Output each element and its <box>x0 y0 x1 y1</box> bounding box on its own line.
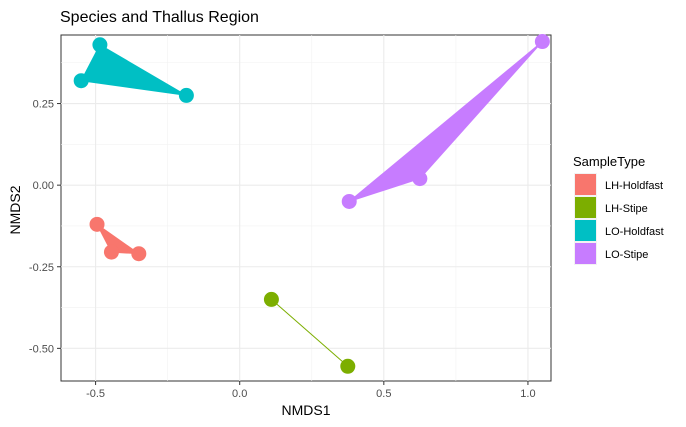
point-lo-stipe <box>412 171 428 187</box>
legend-key-lh-holdfast <box>575 174 596 195</box>
plot-panel <box>60 34 552 382</box>
y-tick-label: 0.00 <box>33 180 54 192</box>
x-tick-label: 0.0 <box>232 388 247 400</box>
y-tick-label: -0.50 <box>29 343 54 355</box>
x-axis-title: NMDS1 <box>281 402 330 418</box>
point-lo-stipe <box>534 34 550 50</box>
legend-label-lh-holdfast: LH-Holdfast <box>605 180 663 192</box>
point-lo-holdfast <box>92 37 108 53</box>
legend-key-lo-stipe <box>575 243 596 264</box>
point-lo-holdfast <box>178 87 194 103</box>
x-axis-ticks: -0.5 0.0 0.5 1.0 <box>86 381 536 400</box>
hull-lh-holdfast <box>96 223 141 255</box>
hull-lo-stipe <box>348 41 543 202</box>
point-lh-holdfast <box>89 216 105 232</box>
y-tick-label: -0.25 <box>29 262 54 274</box>
group-hulls <box>80 41 543 367</box>
legend-key-lh-stipe <box>575 197 596 218</box>
grid-lines <box>61 35 551 381</box>
point-lh-holdfast <box>131 246 147 262</box>
data-points <box>73 34 550 374</box>
legend: SampleType LH-Holdfast LH-Stipe LO-Holdfas… <box>573 154 664 265</box>
point-lo-stipe <box>341 193 357 209</box>
x-tick-label: -0.5 <box>86 388 105 400</box>
hull-lo-holdfast <box>80 44 187 96</box>
x-tick-label: 1.0 <box>520 388 535 400</box>
hull-lh-stipe <box>271 299 349 367</box>
point-lh-stipe <box>263 291 279 307</box>
point-lh-stipe <box>340 358 356 374</box>
legend-label-lo-holdfast: LO-Holdfast <box>605 226 664 238</box>
y-axis-ticks: -0.50 -0.25 0.00 0.25 <box>29 99 61 355</box>
chart-title: Species and Thallus Region <box>60 9 259 26</box>
legend-label-lo-stipe: LO-Stipe <box>605 249 648 261</box>
legend-title: SampleType <box>573 154 645 169</box>
x-tick-label: 0.5 <box>376 388 391 400</box>
point-lh-holdfast <box>103 244 119 260</box>
y-tick-label: 0.25 <box>33 99 54 111</box>
legend-key-lo-holdfast <box>575 220 596 241</box>
point-lo-holdfast <box>73 73 89 89</box>
y-axis-title: NMDS2 <box>7 185 23 234</box>
legend-label-lh-stipe: LH-Stipe <box>605 203 648 215</box>
